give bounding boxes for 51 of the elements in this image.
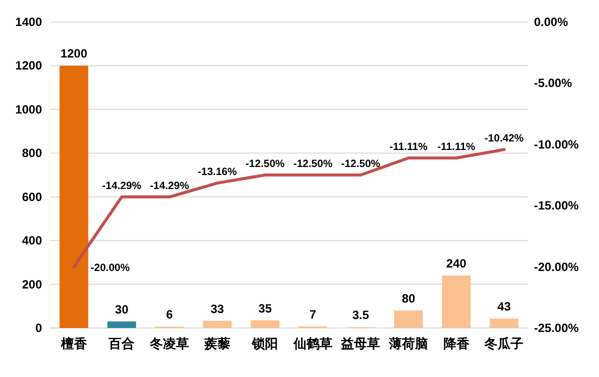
x-tick-label: 冬瓜子	[484, 336, 524, 351]
y2-tick-label: -10.00%	[534, 137, 580, 152]
y-tick-label: 1200	[15, 58, 42, 73]
y2-tick-label: -20.00%	[534, 260, 580, 274]
x-tick-label: 薄荷脑	[388, 336, 428, 351]
data-label: -12.50%	[246, 158, 286, 170]
data-label: 6	[166, 308, 174, 322]
data-label: 80	[402, 292, 416, 306]
bar	[202, 320, 232, 328]
x-tick-label: 锁阳	[251, 336, 278, 351]
data-label: -11.11%	[437, 140, 476, 153]
y-tick-label: 800	[22, 146, 42, 160]
data-label: 43	[497, 300, 512, 314]
bar	[60, 66, 88, 328]
y-tick-label: 0	[35, 321, 42, 335]
y-tick-label: 1000	[15, 102, 42, 116]
data-label: 240	[446, 256, 467, 271]
bar	[394, 310, 423, 328]
data-label: -10.42%	[484, 132, 524, 145]
y-tick-label: 600	[22, 190, 42, 204]
data-label: 1200	[60, 46, 88, 61]
data-label: -12.50%	[293, 158, 334, 170]
bar	[442, 276, 471, 328]
data-label: 33	[210, 302, 224, 316]
data-label: -14.29%	[150, 180, 190, 192]
y-tick-label: 200	[22, 277, 42, 292]
data-label: 30	[115, 302, 129, 316]
data-label: 35	[258, 301, 272, 316]
x-tick-label: 益母草	[340, 336, 380, 351]
x-tick-label: 降香	[443, 336, 470, 351]
data-label: -14.29%	[102, 180, 142, 192]
y2-tick-label: -15.00%	[534, 198, 580, 213]
data-label: -11.11%	[390, 140, 428, 153]
bar	[107, 321, 136, 328]
x-tick-label: 百合	[108, 336, 135, 351]
data-label: 7	[310, 307, 317, 322]
y2-tick-label: 0.00%	[534, 15, 568, 29]
bar	[490, 318, 518, 328]
y2-tick-label: -25.00%	[534, 321, 580, 335]
x-tick-label: 仙鹤草	[292, 336, 332, 351]
x-tick-label: 檀香	[60, 336, 88, 351]
y2-tick-label: -5.00%	[534, 76, 572, 90]
x-tick-label: 冬凌草	[149, 336, 189, 351]
data-label: -20.00%	[90, 262, 130, 274]
data-label: -12.50%	[341, 158, 381, 170]
y-tick-label: 400	[22, 234, 42, 248]
y-tick-label: 1400	[15, 15, 42, 29]
data-label: 3.5	[352, 308, 370, 322]
data-label: -13.16%	[198, 166, 238, 178]
bar	[250, 320, 280, 328]
x-tick-label: 蒺藜	[203, 336, 230, 351]
